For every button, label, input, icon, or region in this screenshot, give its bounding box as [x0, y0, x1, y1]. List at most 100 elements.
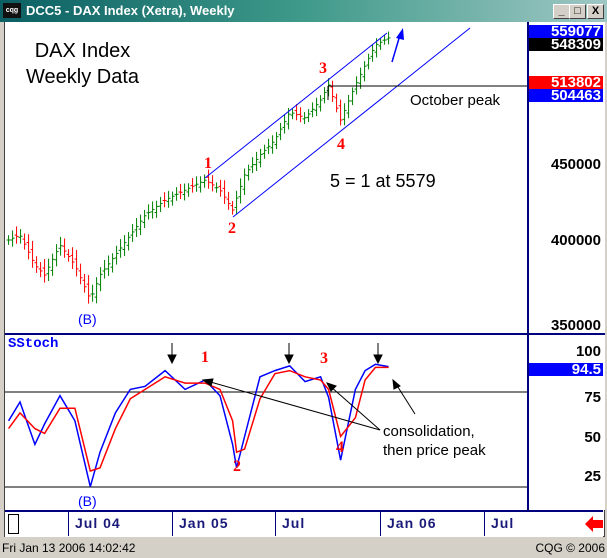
price-bar	[242, 168, 247, 195]
price-bar	[22, 233, 27, 250]
price-bar	[46, 258, 51, 282]
price-bar	[322, 87, 327, 104]
price-bar	[354, 76, 359, 95]
price-bar	[166, 190, 171, 208]
price-bar	[146, 204, 151, 220]
price-bar	[98, 267, 103, 292]
price-bar	[14, 226, 19, 244]
price-bar	[274, 132, 279, 149]
price-bar	[226, 191, 231, 210]
price-bar	[234, 190, 239, 214]
price-bar	[266, 138, 271, 155]
price-bar	[58, 236, 63, 256]
price-bar	[386, 31, 391, 45]
consolidation-arrows	[201, 378, 416, 431]
price-bar	[270, 135, 275, 154]
wave-1: 1	[204, 155, 212, 172]
price-bar	[90, 284, 95, 302]
red-arrow-left-icon[interactable]	[585, 516, 605, 532]
october-peak-label: October peak	[410, 92, 501, 109]
window-title: DCC5 - DAX Index (Xetra), Weekly	[26, 3, 235, 18]
price-bar	[190, 178, 195, 193]
price-bar	[154, 200, 159, 218]
price-bar	[78, 263, 83, 285]
price-bar	[170, 191, 175, 206]
price-bar	[214, 182, 219, 193]
price-bar	[114, 245, 119, 265]
price-bar	[118, 239, 123, 258]
price-bar	[74, 250, 79, 277]
price-bar	[262, 144, 267, 159]
price-bar	[282, 114, 287, 134]
axis-label-4000: 400000	[550, 232, 601, 249]
price-bar	[302, 112, 307, 124]
price-bar	[222, 180, 227, 204]
price-bar	[318, 95, 323, 112]
maximize-button[interactable]: □	[569, 4, 586, 19]
price-bar	[294, 104, 299, 121]
price-bar	[178, 183, 183, 200]
price-bar	[230, 201, 235, 215]
price-low-label: (B)	[78, 311, 97, 327]
price-axis: 559077 548309 513802 504463 450000 40000…	[527, 22, 605, 510]
level-box: 504463	[529, 88, 603, 103]
stoch-label-75: 75	[584, 389, 601, 406]
title-line-1: DAX Index	[34, 40, 131, 62]
price-bar	[334, 93, 339, 113]
stoch-wave-2: 2	[233, 458, 241, 475]
status-datetime: Fri Jan 13 2006 14:02:42	[2, 541, 136, 555]
price-bar	[382, 34, 387, 45]
price-bar	[330, 80, 335, 102]
close-button[interactable]: X	[587, 4, 604, 19]
price-bar	[310, 102, 315, 118]
price-bar	[218, 179, 223, 197]
last-price-box: 548309	[529, 37, 603, 52]
channel-lower	[232, 27, 471, 218]
price-bar	[86, 275, 91, 304]
price-bar	[102, 259, 107, 279]
price-bar	[138, 214, 143, 236]
price-title: DAX Index Weekly Data	[26, 38, 139, 90]
price-bar	[158, 196, 163, 213]
price-bar	[182, 183, 187, 201]
stoch-wave-4: 4	[336, 439, 344, 456]
cqg-logo: cqg	[3, 3, 21, 18]
stoch-current-box: 94.5	[529, 362, 603, 377]
stoch-label-25: 25	[584, 468, 601, 485]
title-bar: cqg DCC5 - DAX Index (Xetra), Weekly _ □…	[0, 0, 607, 22]
price-bar	[6, 235, 11, 245]
price-bar	[346, 94, 351, 119]
october-peak-box: 513802	[529, 75, 603, 90]
scroll-box[interactable]	[8, 514, 19, 534]
price-bar	[94, 277, 99, 304]
status-copyright: CQG © 2006	[535, 541, 605, 555]
tick-jul-06: Jul	[484, 512, 514, 536]
minimize-button[interactable]: _	[553, 4, 570, 19]
price-bar	[258, 148, 263, 168]
wave-4: 4	[337, 136, 345, 153]
axis-label-4500: 450000	[550, 156, 601, 173]
price-bar	[298, 107, 303, 123]
price-bar	[38, 262, 43, 278]
price-bar	[210, 175, 215, 192]
title-line-2: Weekly Data	[26, 66, 140, 88]
price-bar	[250, 157, 255, 174]
fast-stoch-line	[7, 363, 389, 487]
tick-jul-04: Jul 04	[68, 512, 121, 536]
price-bar	[314, 97, 319, 117]
time-axis: Jul 04 Jan 05 Jul Jan 06 Jul	[5, 510, 603, 537]
up-arrow	[391, 28, 404, 63]
axis-label-3500: 350000	[550, 317, 601, 334]
price-bar	[254, 151, 259, 171]
price-bar	[62, 238, 67, 258]
wave-annotation: 5 = 1 at 5579	[330, 171, 436, 191]
price-bar	[290, 108, 295, 120]
price-bar	[194, 176, 199, 192]
price-bar	[350, 87, 355, 106]
stoch-title: SStoch	[8, 336, 59, 352]
annotation-line-1: consolidation,	[383, 423, 475, 440]
price-bar	[338, 99, 343, 126]
price-bar	[246, 164, 251, 181]
price-bar	[130, 223, 135, 242]
